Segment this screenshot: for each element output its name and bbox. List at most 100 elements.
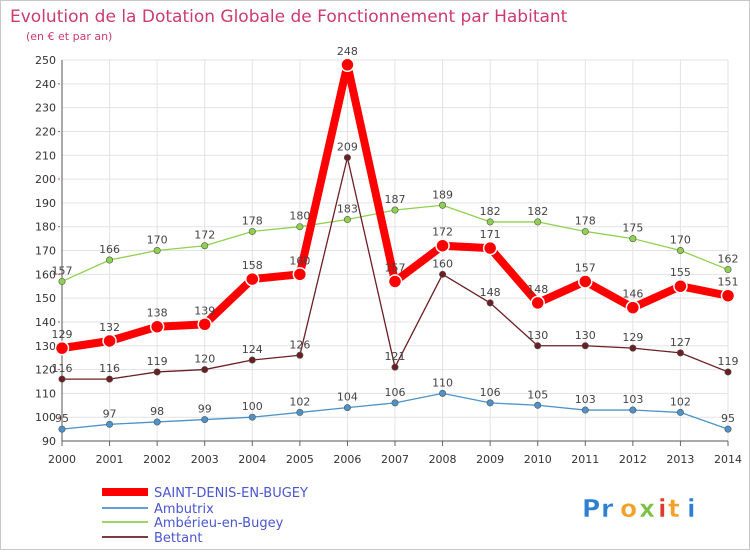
data-point [248,227,256,235]
data-label: 129 [52,328,73,341]
data-label: 172 [432,226,453,239]
data-label: 178 [575,214,596,227]
data-label: 160 [432,257,453,270]
data-label: 182 [527,205,548,218]
data-point [343,404,351,412]
data-point [58,277,66,285]
data-label: 158 [242,259,263,272]
y-tick-label: 100 [35,411,56,424]
data-point [106,420,114,428]
data-label: 102 [289,395,310,408]
legend-label: SAINT-DENIS-EN-BUGEY [154,486,308,501]
data-label: 162 [718,253,739,266]
data-label: 119 [718,355,739,368]
data-point [292,267,308,282]
y-tick-label: 180 [35,221,56,234]
y-tick-label: 190 [35,197,56,210]
y-tick-label: 140 [35,316,56,329]
data-label: 155 [670,266,691,279]
data-label: 157 [52,264,73,277]
data-label: 124 [242,343,263,356]
data-point [534,342,542,350]
data-point [581,227,589,235]
data-point [343,154,351,162]
data-label: 126 [289,338,310,351]
data-label: 106 [480,386,501,399]
data-point [676,247,684,255]
x-tick-label: 2002 [143,453,171,466]
data-label: 105 [527,388,548,401]
data-label: 189 [432,188,453,201]
data-point [296,408,304,416]
data-point [439,270,447,278]
data-label: 175 [622,222,643,235]
data-label: 187 [385,193,406,206]
data-label: 100 [242,400,263,413]
data-point [102,333,117,349]
data-label: 119 [147,355,168,368]
data-label: 95 [55,412,69,425]
plot-series [54,57,736,433]
data-point [534,401,542,409]
data-point [201,366,209,374]
data-point [343,216,351,224]
y-tick-label: 200 [35,173,56,186]
data-label: 183 [337,203,358,216]
data-label: 160 [289,254,310,267]
data-point [629,344,637,352]
legend: SAINT-DENIS-EN-BUGEYAmbutrixAmbérieu-en-… [102,486,308,546]
data-point [387,274,403,289]
data-label: 99 [198,403,212,416]
data-label: 106 [385,386,406,399]
x-tick-label: 2012 [619,453,647,466]
y-tick-label: 160 [35,268,56,281]
x-tick-label: 2001 [96,453,124,466]
data-label: 157 [385,261,406,274]
data-point [391,206,399,214]
logo-letter: o [620,494,637,523]
data-point [486,299,494,307]
data-point [435,238,450,253]
data-point [676,349,684,357]
y-tick-label: 90 [42,435,56,448]
data-point [245,271,260,287]
x-tick-label: 2009 [476,453,504,466]
x-tick-label: 2010 [524,453,552,466]
legend-label: Bettant [154,531,202,546]
y-tick-label: 120 [35,364,56,377]
data-point [724,425,732,433]
data-point [197,317,212,332]
data-label: 182 [480,205,501,218]
data-label: 180 [289,210,310,223]
data-label: 138 [147,307,168,320]
plot-data-labels: 95 97 98 99 100 102 104 106 110 106 105 103 103 102 95… [52,45,739,425]
y-tick-label: 110 [35,387,56,400]
data-point [673,278,688,294]
data-point [578,274,593,289]
data-point [296,351,304,359]
data-point [486,218,494,226]
data-point [581,342,589,350]
legend-label: Ambérieu-en-Bugey [154,516,284,531]
data-point [439,389,447,397]
data-point [724,368,732,376]
data-label: 172 [194,229,215,242]
data-point [439,201,447,209]
data-label: 116 [52,362,73,375]
data-point [530,295,545,311]
data-point [482,240,498,256]
logo-letter: i [687,494,696,523]
data-label: 103 [575,393,596,406]
y-tick-label: 170 [35,245,56,258]
y-tick-label: 240 [35,78,56,91]
data-label: 127 [670,336,691,349]
y-tick-label: 220 [35,125,56,138]
data-point [724,266,732,274]
data-point [153,368,161,376]
data-point [296,223,304,231]
plot-axes: 9010011012013014015016017018019020021022… [35,54,742,466]
data-point [201,242,209,250]
data-label: 248 [337,45,358,58]
